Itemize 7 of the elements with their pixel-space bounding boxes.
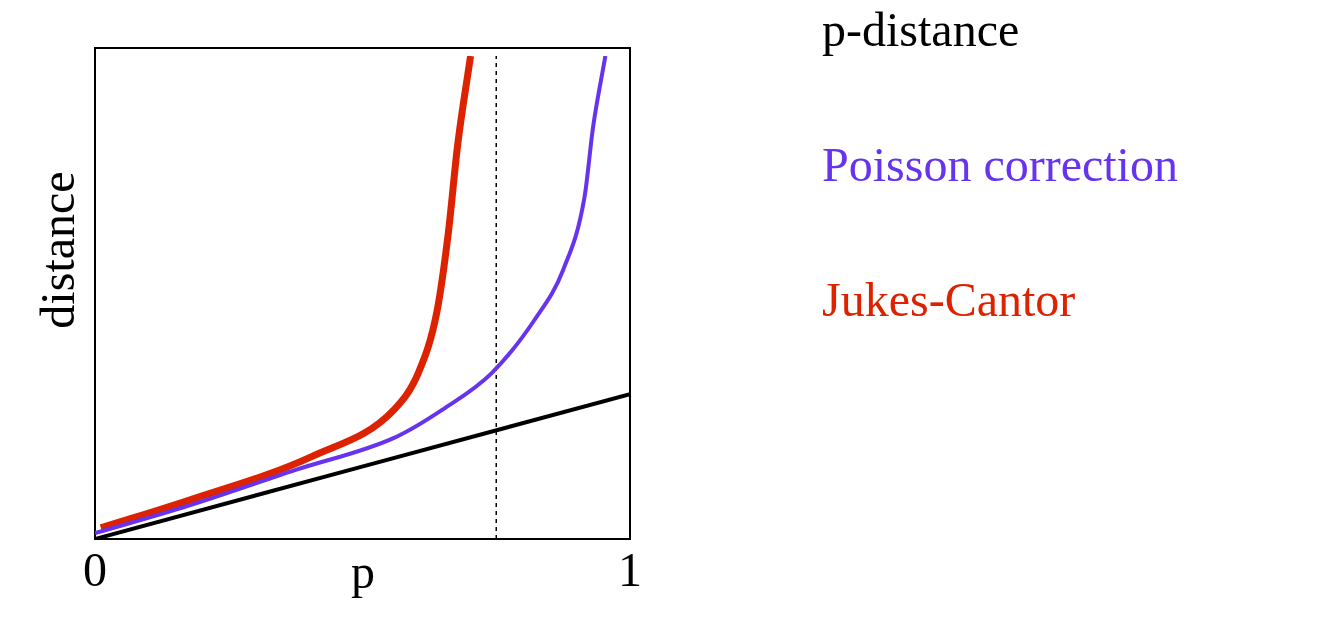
text: Poisson correction	[822, 137, 1178, 193]
x-tick-label: 0	[83, 543, 107, 597]
text: Jukes-Cantor	[822, 272, 1077, 328]
x-tick-label: 1	[618, 543, 642, 597]
text: p-distance	[822, 2, 1021, 58]
x-axis-title: p	[351, 544, 375, 600]
y-axis-title: distance	[29, 171, 85, 329]
